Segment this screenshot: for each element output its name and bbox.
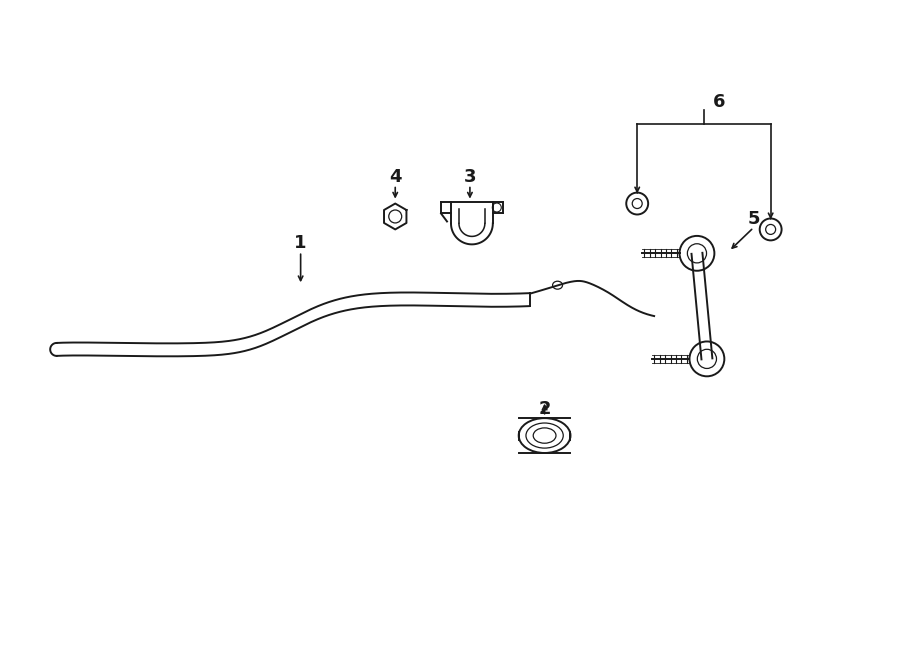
Text: 5: 5 <box>748 210 760 229</box>
Text: 4: 4 <box>389 168 401 186</box>
Text: 3: 3 <box>464 168 476 186</box>
Text: 6: 6 <box>713 93 725 111</box>
Text: 1: 1 <box>294 235 307 253</box>
Text: 2: 2 <box>538 400 551 418</box>
